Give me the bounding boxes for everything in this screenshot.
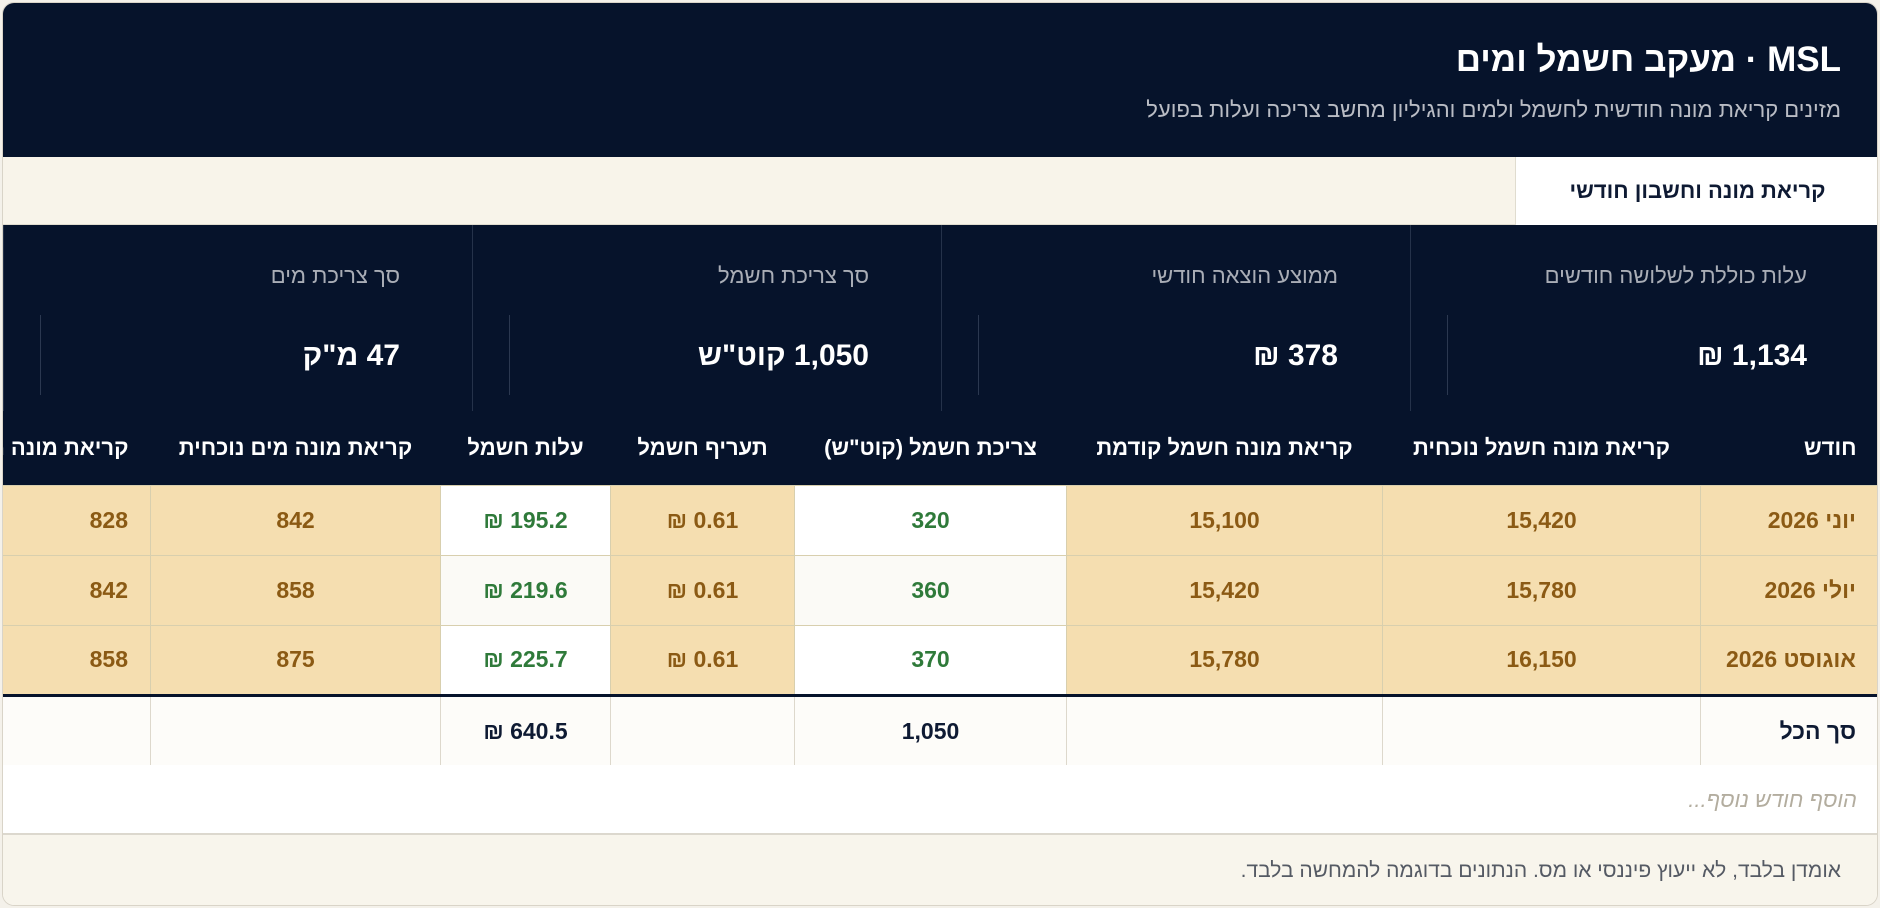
cell-elec-rate[interactable]: 0.61 ₪ bbox=[610, 484, 795, 556]
add-month-row[interactable]: הוסף חודש נוסף... bbox=[3, 765, 1877, 835]
cell-elec-cost[interactable]: 195.2 ₪ bbox=[440, 484, 611, 556]
cell-water-current[interactable]: 842 bbox=[150, 484, 441, 556]
cell-elec-cost[interactable]: 219.6 ₪ bbox=[440, 554, 611, 626]
cell-elec-previous[interactable]: 15,420 bbox=[1066, 554, 1383, 626]
stat-label: סך צריכת חשמל bbox=[717, 263, 869, 288]
column-header-water-previous[interactable]: קריאת מונה מים קודמת bbox=[3, 411, 151, 485]
column-header-elec-cost[interactable]: עלות חשמל bbox=[440, 411, 611, 485]
stat-value: 47 מ"ק bbox=[302, 339, 400, 372]
stat-label: עלות כוללת לשלושה חודשים bbox=[1544, 263, 1807, 288]
cell-elec-current[interactable]: 15,420 bbox=[1382, 484, 1701, 556]
stat-monthly-average: ממוצע הוצאה חודשי 378 ₪ bbox=[941, 225, 1410, 411]
cell-elec-rate[interactable]: 0.61 ₪ bbox=[610, 554, 795, 626]
cell-total-elec-usage: 1,050 bbox=[794, 694, 1067, 765]
readings-table: חודש קריאת מונה חשמל נוכחית קריאת מונה ח… bbox=[3, 411, 1877, 765]
cell-total-water-previous bbox=[3, 694, 151, 765]
readings-table-wrapper[interactable]: חודש קריאת מונה חשמל נוכחית קריאת מונה ח… bbox=[3, 411, 1877, 765]
total-row: סך הכל 1,050 640.5 ₪ bbox=[3, 694, 1877, 765]
stat-value: 378 ₪ bbox=[1253, 339, 1338, 372]
cell-elec-cost[interactable]: 225.7 ₪ bbox=[440, 624, 611, 697]
stat-divider bbox=[978, 315, 979, 395]
stat-total-cost: עלות כוללת לשלושה חודשים 1,134 ₪ bbox=[1410, 225, 1877, 411]
stat-value: 1,134 ₪ bbox=[1697, 339, 1807, 372]
cell-elec-rate[interactable]: 0.61 ₪ bbox=[610, 624, 795, 697]
cell-elec-usage[interactable]: 320 bbox=[794, 484, 1067, 556]
cell-water-previous[interactable]: 842 bbox=[3, 554, 151, 626]
cell-total-water-current bbox=[150, 694, 441, 765]
column-header-elec-rate[interactable]: תעריף חשמל bbox=[610, 411, 795, 485]
column-header-water-current[interactable]: קריאת מונה מים נוכחית bbox=[150, 411, 441, 485]
cell-elec-current[interactable]: 15,780 bbox=[1382, 554, 1701, 626]
stat-divider bbox=[1447, 315, 1448, 395]
cell-elec-previous[interactable]: 15,100 bbox=[1066, 484, 1383, 556]
cell-total-elec-rate bbox=[610, 694, 795, 765]
table-row: אוגוסט 2026 16,150 15,780 370 0.61 ₪ 225… bbox=[3, 624, 1877, 697]
column-header-elec-previous[interactable]: קריאת מונה חשמל קודמת bbox=[1066, 411, 1383, 485]
cell-month[interactable]: יולי 2026 bbox=[1700, 554, 1877, 626]
cell-total-elec-current bbox=[1382, 694, 1701, 765]
tab-monthly-reading[interactable]: קריאת מונה וחשבון חודשי bbox=[1515, 157, 1877, 225]
cell-elec-current[interactable]: 16,150 bbox=[1382, 624, 1701, 697]
stat-label: ממוצע הוצאה חודשי bbox=[1151, 263, 1338, 288]
cell-water-current[interactable]: 858 bbox=[150, 554, 441, 626]
column-header-elec-current[interactable]: קריאת מונה חשמל נוכחית bbox=[1382, 411, 1701, 485]
summary-stats: עלות כוללת לשלושה חודשים 1,134 ₪ ממוצע ה… bbox=[3, 225, 1877, 411]
cell-total-elec-cost: 640.5 ₪ bbox=[440, 694, 611, 765]
cell-water-current[interactable]: 875 bbox=[150, 624, 441, 697]
cell-water-previous[interactable]: 858 bbox=[3, 624, 151, 697]
stat-electricity-total: סך צריכת חשמל 1,050 קוט"ש bbox=[472, 225, 941, 411]
stat-divider bbox=[40, 315, 41, 395]
cell-total-elec-previous bbox=[1066, 694, 1383, 765]
app-header: MSL · מעקב חשמל ומים מזינים קריאת מונה ח… bbox=[3, 3, 1877, 157]
cell-month[interactable]: אוגוסט 2026 bbox=[1700, 624, 1877, 697]
table-header-row: חודש קריאת מונה חשמל נוכחית קריאת מונה ח… bbox=[3, 411, 1877, 485]
table-row: יוני 2026 15,420 15,100 320 0.61 ₪ 195.2… bbox=[3, 484, 1877, 556]
cell-elec-usage[interactable]: 360 bbox=[794, 554, 1067, 626]
disclaimer-footer: אומדן בלבד, לא ייעוץ פיננסי או מס. הנתונ… bbox=[3, 835, 1877, 905]
sheet-tab-bar: קריאת מונה וחשבון חודשי bbox=[3, 157, 1877, 225]
stat-value: 1,050 קוט"ש bbox=[697, 339, 869, 372]
cell-total-label: סך הכל bbox=[1700, 694, 1877, 765]
cell-elec-previous[interactable]: 15,780 bbox=[1066, 624, 1383, 697]
table-row: יולי 2026 15,780 15,420 360 0.61 ₪ 219.6… bbox=[3, 554, 1877, 626]
page-subtitle: מזינים קריאת מונה חודשית לחשמל ולמים והג… bbox=[1146, 97, 1841, 122]
stat-water-total: סך צריכת מים 47 מ"ק bbox=[3, 225, 472, 411]
page-title: MSL · מעקב חשמל ומים bbox=[1455, 40, 1841, 79]
stat-label: סך צריכת מים bbox=[270, 263, 400, 288]
column-header-elec-usage[interactable]: צריכת חשמל (קוט"ש) bbox=[794, 411, 1067, 485]
column-header-month[interactable]: חודש bbox=[1700, 411, 1877, 485]
cell-month[interactable]: יוני 2026 bbox=[1700, 484, 1877, 556]
cell-elec-usage[interactable]: 370 bbox=[794, 624, 1067, 697]
cell-water-previous[interactable]: 828 bbox=[3, 484, 151, 556]
stat-divider bbox=[509, 315, 510, 395]
